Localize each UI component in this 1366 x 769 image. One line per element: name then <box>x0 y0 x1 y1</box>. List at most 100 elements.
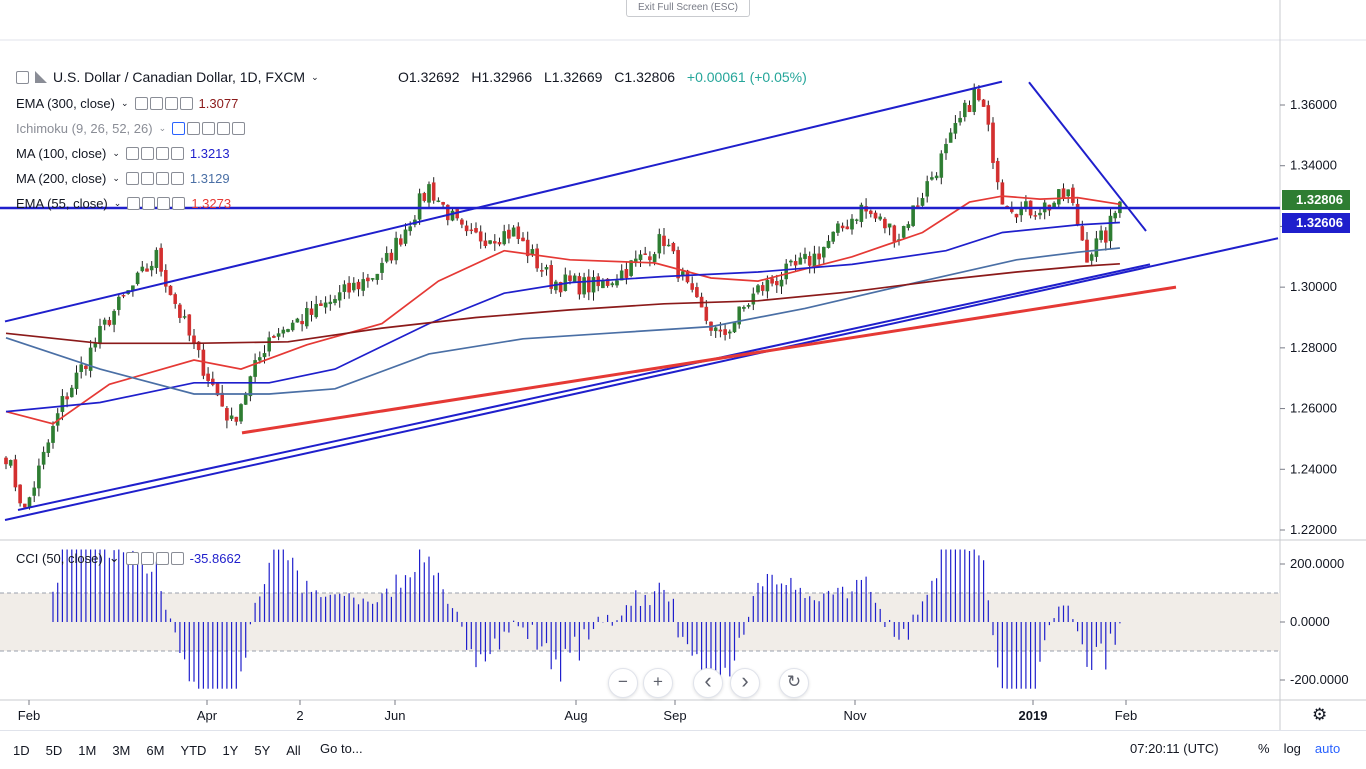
candle-body <box>784 263 788 280</box>
settings-icon[interactable] <box>187 122 201 135</box>
chevron-down-icon[interactable]: ⌄ <box>158 123 167 133</box>
hidden-eye-icon[interactable] <box>172 122 186 135</box>
indicator-controls[interactable] <box>125 172 184 185</box>
candle-body <box>850 218 854 230</box>
indicator-controls[interactable] <box>172 122 246 135</box>
indicator-name[interactable]: EMA (300, close) <box>16 96 115 111</box>
settings-gear-icon[interactable]: ⚙ <box>1312 705 1328 724</box>
candle-body <box>817 253 821 260</box>
close-icon[interactable] <box>232 122 246 135</box>
timeframe-1d[interactable]: 1D <box>13 742 30 758</box>
price-chart[interactable]: 1.360001.340001.320001.300001.280001.260… <box>0 0 1366 730</box>
chevron-down-icon[interactable]: ⌄ <box>113 198 122 208</box>
symbol-title[interactable]: U.S. Dollar / Canadian Dollar, 1D, FXCM <box>53 69 306 85</box>
indicator-controls[interactable] <box>125 551 184 565</box>
goto-button[interactable]: Go to... <box>320 741 363 756</box>
candle-body <box>450 210 455 221</box>
indicator-controls[interactable] <box>127 197 186 210</box>
price-axis-label: 1.34000 <box>1290 158 1337 173</box>
candle-body <box>760 285 765 291</box>
candle-body <box>41 451 46 465</box>
candle-body <box>323 302 328 308</box>
timeframe-1m[interactable]: 1M <box>78 742 97 758</box>
candle-body <box>352 282 356 291</box>
chevron-down-icon[interactable]: ⌄ <box>121 98 129 108</box>
eye-icon[interactable] <box>125 551 139 565</box>
timeframe-all[interactable]: All <box>286 742 301 758</box>
indicator-legend-ichimoku[interactable]: Ichimoku (9, 26, 52, 26) ⌄ <box>16 121 246 136</box>
indicator-legend-ma100[interactable]: MA (100, close) ⌄ 1.3213 <box>16 146 230 161</box>
candle-body <box>314 304 319 318</box>
exit-fullscreen-button[interactable]: Exit Full Screen (ESC) <box>626 0 750 17</box>
chevron-down-icon[interactable]: ⌄ <box>112 173 120 183</box>
indicator-legend-ema55[interactable]: EMA (55, close) ⌄ 1.3273 <box>16 196 231 211</box>
timeframe-5d[interactable]: 5D <box>45 742 63 758</box>
close-icon[interactable] <box>172 197 186 210</box>
candle-body <box>920 198 925 206</box>
candle-body <box>605 278 610 286</box>
candle-body <box>300 320 304 325</box>
zoom-in-button[interactable]: + <box>643 668 673 698</box>
settings-icon[interactable] <box>142 197 156 210</box>
timeframe-3m[interactable]: 3M <box>112 742 131 758</box>
more-icon[interactable] <box>155 551 169 565</box>
candle-body <box>69 387 74 398</box>
close-icon[interactable] <box>179 97 193 110</box>
candle-body <box>356 281 361 290</box>
scroll-right-button[interactable]: › <box>730 668 760 698</box>
indicator-legend-ma200[interactable]: MA (200, close) ⌄ 1.3129 <box>16 171 230 186</box>
candle-body <box>544 267 549 270</box>
more-icon[interactable] <box>155 172 169 185</box>
utc-clock[interactable]: 07:20:11 (UTC) <box>1130 741 1219 756</box>
indicator-name[interactable]: MA (100, close) <box>16 146 107 161</box>
reset-button[interactable]: ↻ <box>779 668 809 698</box>
settings-icon[interactable] <box>149 97 163 110</box>
chevron-down-icon[interactable]: ⌄ <box>112 148 120 158</box>
chevron-down-icon[interactable]: ⌄ <box>311 71 319 82</box>
zoom-out-button[interactable]: − <box>608 668 638 698</box>
cci-legend[interactable]: CCI (50, close) ⌄ -35.8662 <box>16 550 241 566</box>
source-icon[interactable] <box>202 122 216 135</box>
log-scale-toggle[interactable]: log <box>1283 741 1301 756</box>
candle-body <box>549 265 553 289</box>
eye-icon[interactable] <box>134 97 148 110</box>
time-axis-label: Nov <box>843 708 867 723</box>
more-icon[interactable] <box>155 147 169 160</box>
timeframe-ytd[interactable]: YTD <box>180 742 207 758</box>
more-icon[interactable] <box>164 97 178 110</box>
settings-icon[interactable] <box>140 172 154 185</box>
cci-name[interactable]: CCI (50, close) <box>16 550 103 566</box>
indicator-name[interactable]: EMA (55, close) <box>16 196 108 211</box>
support-trendline <box>17 263 1151 511</box>
settings-icon[interactable] <box>140 147 154 160</box>
candle-body <box>309 308 314 315</box>
indicator-controls[interactable] <box>125 147 184 160</box>
close-icon[interactable] <box>170 551 184 565</box>
settings-icon[interactable] <box>140 551 154 565</box>
indicator-legend-ema300[interactable]: EMA (300, close) ⌄ 1.3077 <box>16 96 238 111</box>
auto-scale-toggle[interactable]: auto <box>1314 741 1341 756</box>
indicator-name[interactable]: MA (200, close) <box>16 171 107 186</box>
candle-body <box>582 277 586 295</box>
timeframe-5y[interactable]: 5Y <box>254 742 271 758</box>
time-axis-label: 2 <box>296 708 303 723</box>
indicator-controls[interactable] <box>134 97 193 110</box>
more-icon[interactable] <box>217 122 231 135</box>
percent-scale-toggle[interactable]: % <box>1258 741 1270 756</box>
timeframe-1y[interactable]: 1Y <box>222 742 239 758</box>
indicator-name[interactable]: Ichimoku (9, 26, 52, 26) <box>16 121 153 136</box>
timeframe-6m[interactable]: 6M <box>146 742 165 758</box>
chevron-down-icon[interactable]: ⌄ <box>108 550 120 565</box>
candle-body <box>934 175 939 179</box>
close-icon[interactable] <box>170 172 184 185</box>
eye-icon[interactable] <box>125 147 139 160</box>
close-icon[interactable] <box>170 147 184 160</box>
ema55-line <box>5 195 1121 425</box>
scroll-left-button[interactable]: ‹ <box>693 668 723 698</box>
candle-body <box>46 442 51 454</box>
candle-body <box>869 210 873 215</box>
eye-icon[interactable] <box>125 172 139 185</box>
eye-icon[interactable] <box>127 197 141 210</box>
collapse-icon[interactable] <box>16 70 29 84</box>
more-icon[interactable] <box>157 197 171 210</box>
